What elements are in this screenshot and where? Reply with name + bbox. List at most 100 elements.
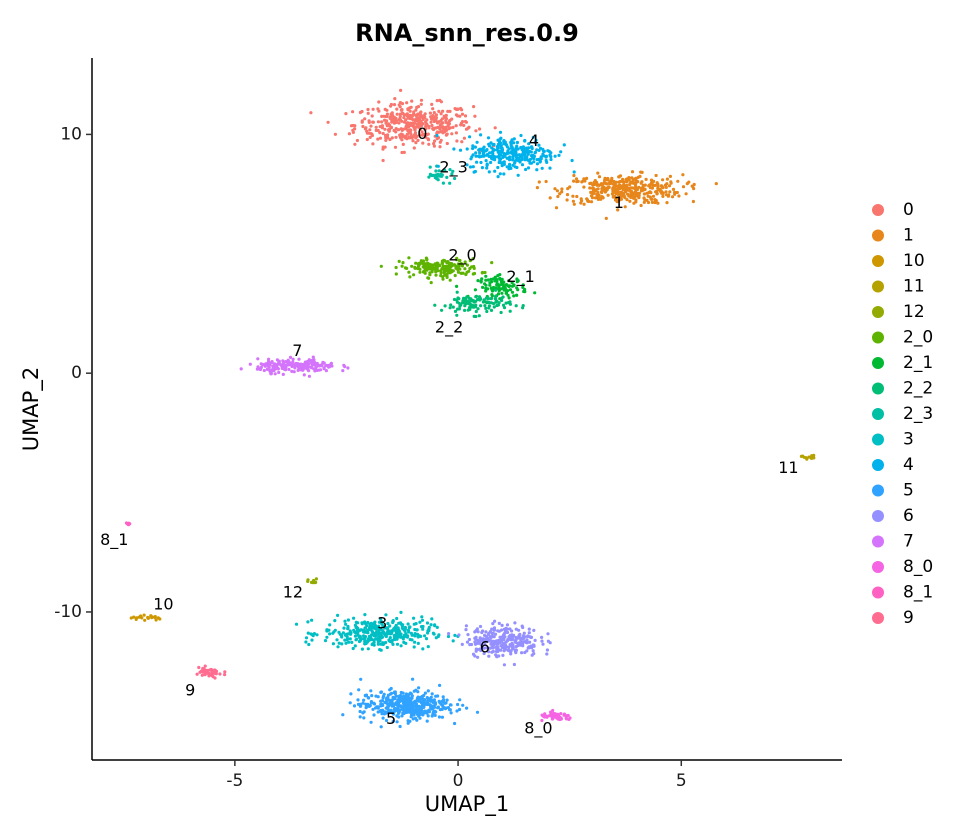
point-1	[535, 186, 540, 190]
point-1	[652, 179, 656, 183]
point-2_2	[448, 306, 452, 310]
point-9	[211, 675, 215, 679]
point-3	[363, 613, 367, 617]
point-0	[431, 107, 435, 111]
point-2_0	[451, 269, 455, 273]
point-7	[307, 369, 311, 373]
point-6	[500, 639, 504, 643]
point-4	[548, 166, 552, 170]
point-4	[510, 145, 514, 149]
point-2_1	[504, 291, 509, 295]
point-1	[602, 188, 606, 192]
point-0	[381, 158, 385, 163]
point-0	[408, 106, 412, 110]
point-6	[491, 622, 495, 626]
point-2_2	[499, 310, 503, 315]
point-6	[525, 638, 529, 642]
point-6	[545, 648, 550, 652]
point-0	[371, 120, 375, 124]
point-3	[372, 643, 376, 647]
point-0	[382, 114, 386, 118]
point-3	[399, 610, 403, 615]
point-0	[464, 120, 468, 124]
point-1	[571, 194, 575, 198]
point-4	[496, 175, 500, 179]
point-0	[441, 109, 445, 113]
point-10	[132, 615, 136, 619]
point-2_2	[521, 306, 525, 310]
point-3	[385, 645, 389, 650]
point-10	[158, 617, 162, 621]
point-1	[579, 201, 583, 205]
point-3	[336, 613, 340, 618]
point-7	[311, 355, 315, 359]
point-4	[523, 138, 527, 143]
point-5	[437, 699, 441, 703]
point-3	[358, 635, 362, 639]
point-2_0	[456, 262, 460, 266]
point-7	[321, 360, 325, 364]
point-7	[273, 372, 277, 376]
point-6	[506, 630, 510, 635]
point-5	[384, 718, 389, 723]
point-5	[381, 716, 385, 720]
legend-item-2_3: 2_3	[872, 404, 933, 424]
cluster-label-2_2: 2_2	[435, 317, 463, 337]
point-2_0	[407, 256, 411, 260]
point-3	[399, 632, 403, 636]
point-7	[269, 372, 273, 376]
point-3	[366, 620, 370, 625]
point-1	[572, 173, 576, 178]
point-3	[379, 636, 383, 640]
point-4	[557, 153, 561, 157]
point-0	[367, 119, 371, 123]
point-2_1	[455, 284, 459, 288]
point-0	[418, 127, 422, 131]
point-3	[333, 619, 337, 623]
point-6	[501, 642, 505, 646]
point-2_1	[496, 287, 501, 291]
point-6	[526, 646, 530, 650]
point-2_1	[490, 286, 494, 290]
point-2_0	[412, 273, 416, 277]
point-3	[344, 622, 348, 626]
point-5	[406, 721, 410, 725]
point-2_0	[453, 273, 457, 278]
point-9	[213, 668, 217, 672]
point-0	[454, 124, 458, 128]
point-1	[676, 179, 680, 183]
point-3	[294, 622, 299, 626]
point-1	[643, 183, 647, 187]
point-1	[635, 194, 639, 198]
point-4	[515, 140, 520, 145]
point-3	[403, 625, 407, 630]
point-2_0	[418, 270, 422, 274]
point-2_2	[500, 298, 504, 303]
point-1	[616, 208, 620, 212]
point-3	[421, 647, 425, 651]
point-2_1	[493, 275, 497, 279]
point-1	[630, 170, 635, 174]
point-2_1	[479, 279, 483, 283]
point-1	[588, 181, 592, 186]
point-5	[371, 707, 375, 712]
legend-item-11: 11	[872, 277, 925, 297]
point-7	[282, 367, 287, 371]
point-8_0	[541, 714, 546, 718]
legend-item-4: 4	[872, 455, 914, 475]
point-6	[504, 640, 508, 644]
point-3	[406, 622, 410, 626]
point-7	[307, 374, 311, 378]
point-5	[395, 703, 399, 707]
point-1	[596, 187, 600, 191]
point-4	[526, 158, 530, 162]
point-2_2	[497, 301, 501, 305]
point-4	[530, 145, 534, 149]
point-0	[443, 130, 447, 134]
point-4	[458, 148, 463, 152]
point-10	[139, 614, 143, 618]
point-5	[411, 702, 415, 706]
point-3	[345, 638, 349, 642]
